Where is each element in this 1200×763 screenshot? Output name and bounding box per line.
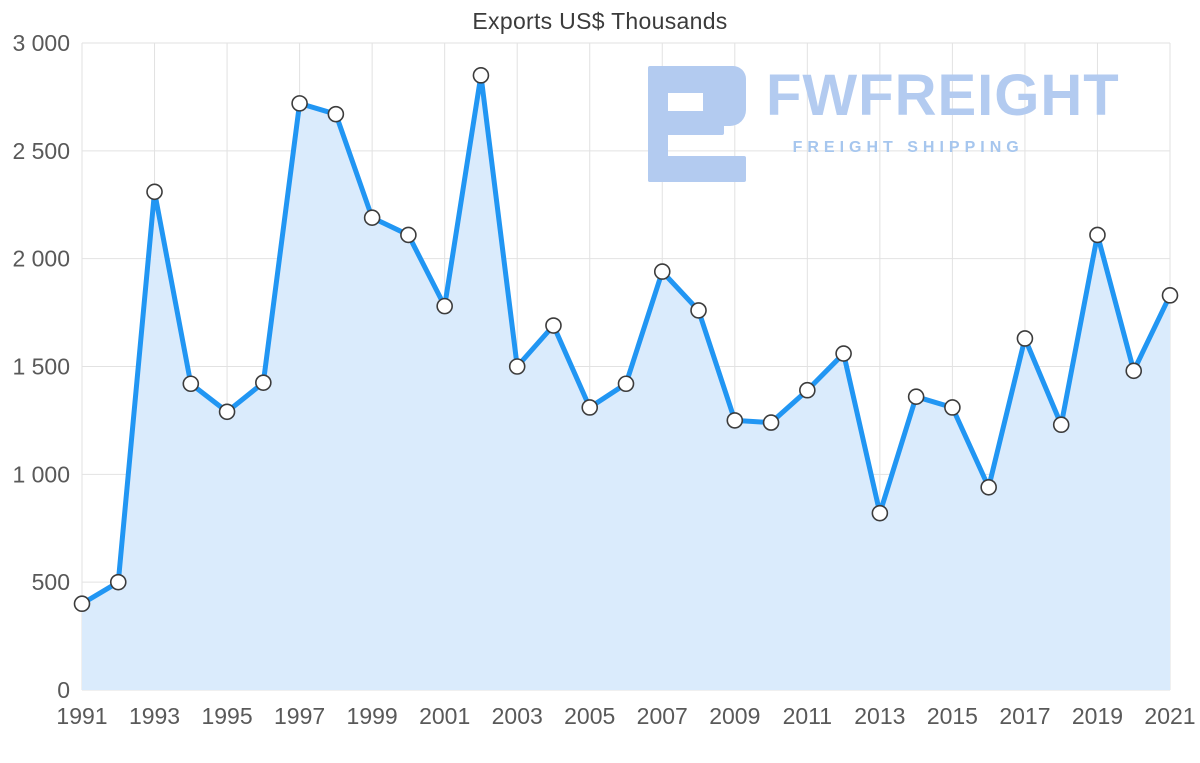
data-point-marker (436, 297, 453, 315)
x-axis-tick-label: 2007 (637, 703, 688, 729)
x-axis-tick-label: 2017 (999, 703, 1050, 729)
x-axis-tick-label: 2011 (783, 703, 832, 729)
data-point-marker (871, 504, 889, 522)
data-point-marker (1089, 226, 1106, 244)
data-point-marker (472, 67, 490, 84)
y-axis-tick-label: 3 000 (12, 30, 70, 56)
x-axis-tick-label: 1993 (129, 703, 180, 729)
data-point-marker (726, 412, 744, 429)
data-point-marker (1052, 416, 1070, 434)
data-point-marker (508, 358, 526, 375)
data-point-marker (944, 399, 961, 416)
data-point-marker (1125, 362, 1143, 380)
data-point-marker (182, 375, 200, 393)
data-point-marker (1016, 330, 1034, 347)
data-point-marker (400, 226, 417, 244)
x-axis-tick-label: 2005 (564, 703, 615, 729)
data-point-marker (907, 388, 925, 405)
x-axis-tick-label: 1997 (274, 703, 325, 729)
chart-title: Exports US$ Thousands (472, 8, 728, 34)
x-axis-tick-label: 2019 (1072, 703, 1123, 729)
y-axis-tick-label: 500 (32, 569, 70, 595)
x-axis-tick-label: 2015 (927, 703, 978, 729)
x-axis-tick-label: 2013 (854, 703, 905, 729)
data-point-marker (73, 595, 91, 613)
data-point-marker (799, 381, 816, 399)
data-point-marker (581, 399, 599, 416)
x-axis-tick-label: 1995 (201, 703, 252, 729)
y-axis-tick-label: 1 000 (12, 461, 70, 487)
data-point-marker (109, 573, 127, 591)
x-axis-tick-label: 2009 (709, 703, 760, 729)
y-axis-tick-label: 2 000 (12, 246, 70, 272)
data-point-marker (617, 375, 635, 393)
exports-area-fill (82, 75, 1170, 691)
data-point-marker (291, 95, 308, 112)
x-axis-tick-label: 2001 (419, 703, 470, 729)
data-point-marker (690, 302, 707, 319)
x-axis-tick-label: 2003 (492, 703, 543, 729)
data-point-marker (980, 478, 997, 496)
y-axis-tick-label: 1 500 (12, 354, 70, 380)
data-point-marker (255, 374, 272, 391)
data-point-marker (218, 403, 236, 421)
data-point-marker (1161, 287, 1179, 304)
data-point-marker (363, 209, 381, 226)
y-axis-tick-label: 2 500 (12, 138, 70, 164)
data-point-marker (762, 414, 780, 431)
x-axis-tick-label: 2021 (1144, 703, 1195, 729)
data-point-marker (327, 105, 345, 123)
data-point-marker (835, 345, 852, 362)
data-point-marker (146, 183, 163, 201)
x-axis-tick-label: 1999 (347, 703, 398, 729)
x-axis-tick-label: 1991 (56, 703, 107, 729)
data-point-marker (653, 263, 671, 280)
y-axis-tick-label: 0 (57, 677, 70, 703)
data-point-marker (545, 317, 562, 334)
